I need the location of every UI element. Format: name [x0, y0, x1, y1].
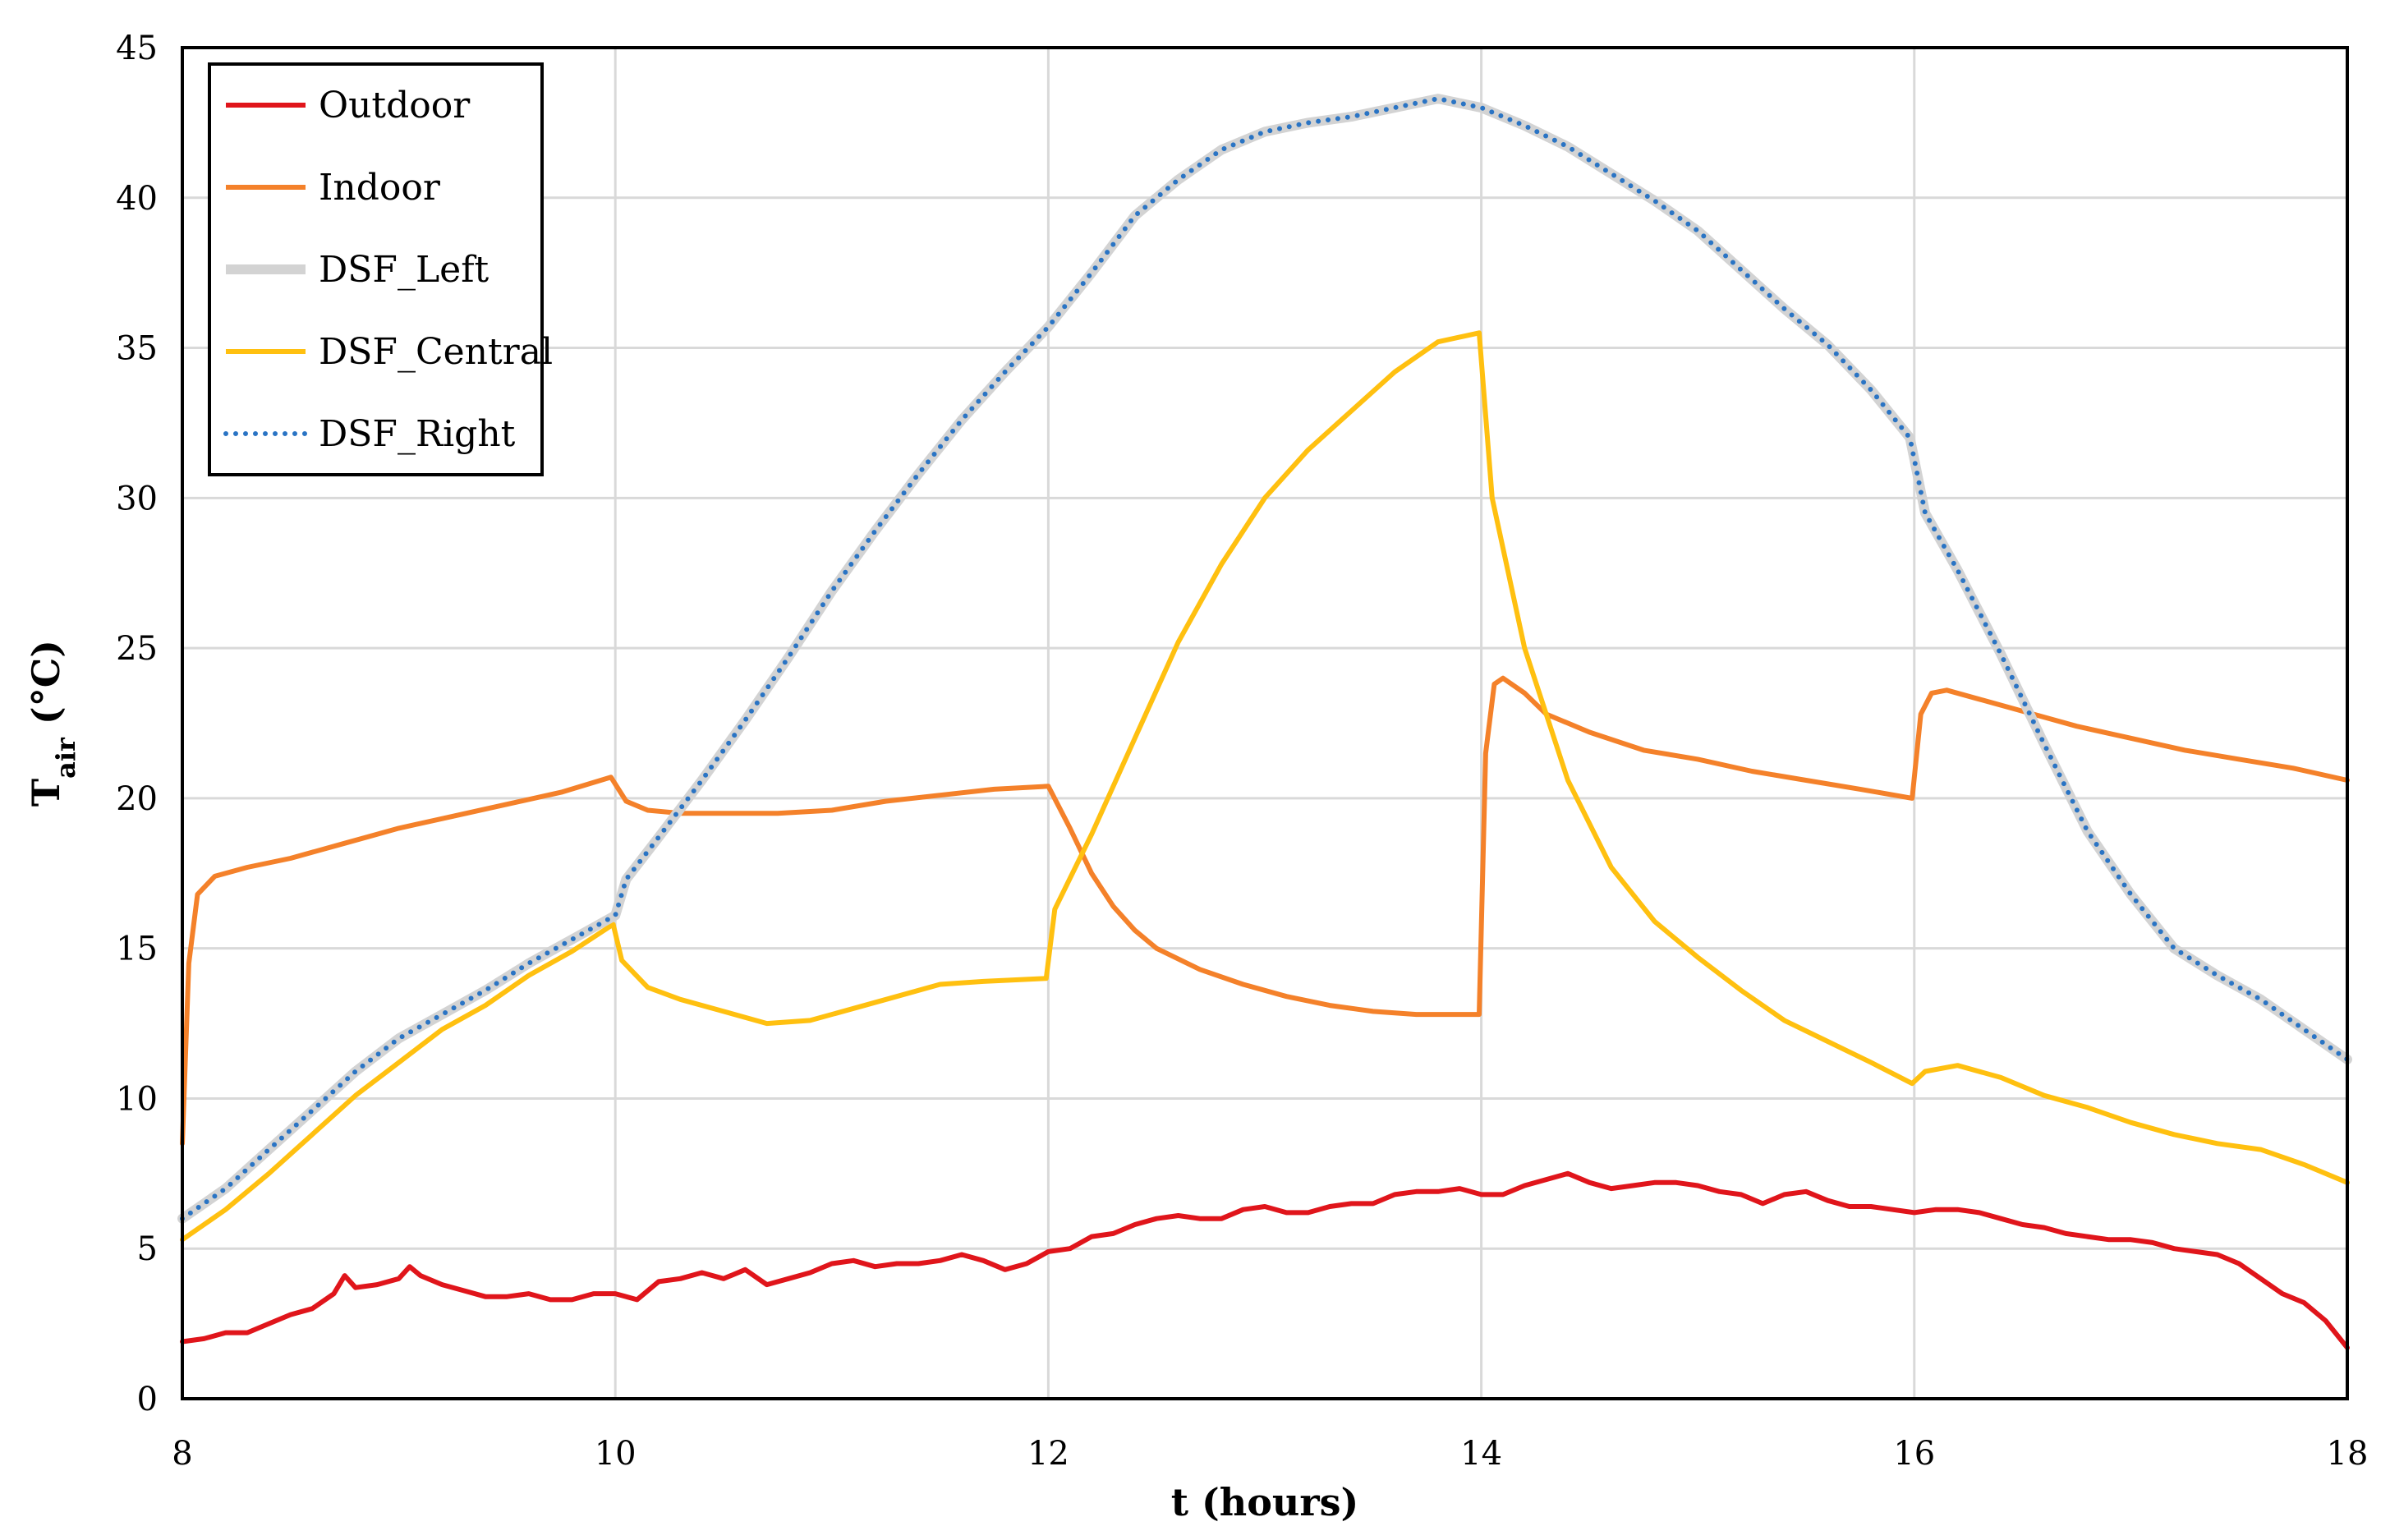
legend-label-outdoor: Outdoor: [319, 85, 471, 126]
series-line-dsf-central: [180, 330, 2350, 1243]
legend: Outdoor Indoor DSF_Left DSF_Central DSF_Righ…: [208, 62, 553, 476]
y-tick-label: 20: [116, 780, 158, 818]
y-axis-title-unit: (°C): [24, 640, 68, 738]
y-axis-title: Tair (°C): [24, 640, 81, 807]
x-tick-label: 16: [1893, 1435, 1935, 1473]
x-tick-label: 8: [172, 1435, 192, 1473]
y-tick-label: 10: [116, 1080, 158, 1118]
legend-label-dsf-right: DSF_Right: [319, 413, 516, 455]
y-tick-label: 40: [116, 180, 158, 218]
tick-labels: 0 5 10 15 20 25 30 35 40 45 8 10 12 14 16 18: [116, 30, 2368, 1473]
legend-label-dsf-central: DSF_Central: [319, 331, 553, 373]
series-lines: [177, 94, 2352, 1350]
x-axis-title: t (hours): [1171, 1480, 1359, 1524]
x-tick-label: 14: [1460, 1435, 1502, 1473]
y-axis-title-subscript: air: [50, 737, 81, 779]
y-tick-label: 5: [137, 1230, 158, 1268]
x-tick-label: 18: [2327, 1435, 2369, 1473]
y-tick-label: 35: [116, 330, 158, 368]
y-tick-label: 15: [116, 931, 158, 968]
y-tick-label: 30: [116, 480, 158, 517]
legend-label-indoor: Indoor: [319, 167, 441, 209]
series-line-outdoor: [180, 1170, 2350, 1350]
x-tick-label: 12: [1027, 1435, 1069, 1473]
y-tick-label: 25: [116, 630, 158, 668]
series-line-indoor: [180, 675, 2350, 1147]
y-axis-title-main: T: [24, 779, 68, 807]
legend-label-dsf-left: DSF_Left: [319, 249, 489, 291]
plot-area-frame: [181, 46, 2349, 1400]
y-tick-label: 0: [137, 1381, 158, 1418]
y-tick-label: 45: [116, 30, 158, 67]
x-tick-label: 10: [595, 1435, 637, 1473]
series-line-dsf-right: [180, 96, 2350, 1221]
